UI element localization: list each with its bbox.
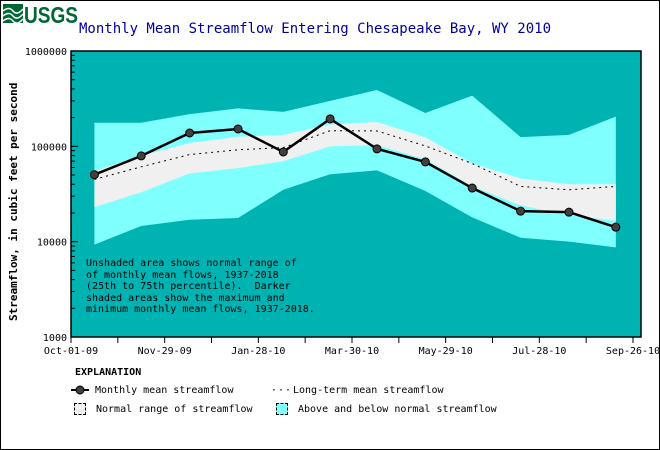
monthly-mean-point: [564, 207, 574, 217]
monthly-mean-point: [611, 222, 621, 232]
dotted-line-icon: ···: [271, 385, 293, 396]
x-tick-label: Oct-01-09: [44, 346, 98, 357]
monthly-mean-point: [185, 128, 195, 138]
monthly-mean-point: [516, 206, 526, 216]
y-tick-label: 1000000: [25, 47, 67, 58]
legend-label: Long-term mean streamflow: [293, 385, 444, 396]
legend-item-normal-range: Normal range of streamflow: [74, 403, 253, 415]
monthly-mean-point: [420, 157, 430, 167]
normal-range-swatch-icon: [74, 403, 86, 415]
annotation: Unshaded area shows normal range of of m…: [86, 258, 315, 315]
chart-title: Monthly Mean Streamflow Entering Chesape…: [79, 21, 552, 37]
x-tick-label: Jan-28-10: [231, 346, 285, 357]
monthly-mean-line: [93, 117, 617, 229]
legend-item-monthly-mean: Monthly mean streamflow: [71, 385, 233, 396]
x-tick-label: Sep-26-10: [606, 346, 659, 357]
line-marker-icon: [71, 385, 89, 395]
monthly-mean-point: [89, 170, 99, 180]
legend-header: EXPLANATION: [75, 367, 142, 378]
y-tick-label: 100000: [31, 142, 67, 153]
legend-label: Monthly mean streamflow: [95, 385, 234, 396]
legend-label: Above and below normal streamflow: [298, 404, 497, 415]
x-tick-label: Mar-30-10: [325, 346, 379, 357]
monthly-mean-point: [233, 124, 243, 134]
monthly-mean-point: [467, 183, 477, 193]
usgs-logo: USGS: [3, 3, 78, 25]
plot-border: [70, 50, 642, 338]
svg-text:USGS: USGS: [24, 3, 78, 25]
long-term-mean-line: [94, 130, 616, 191]
legend-item-above-below: Above and below normal streamflow: [276, 403, 497, 415]
x-tick-label: Jul-28-10: [512, 346, 566, 357]
normal-range-band: [94, 121, 616, 221]
monthly-mean-point: [372, 144, 382, 154]
y-tick-label: 1000: [43, 333, 67, 344]
x-tick-label: May-29-10: [419, 346, 473, 357]
x-tick-label: Nov-29-09: [138, 346, 192, 357]
legend-label: Normal range of streamflow: [96, 404, 253, 415]
above-below-swatch-icon: [276, 403, 288, 415]
y-axis-label: Streamflow, in cubic feet per second: [7, 82, 20, 321]
monthly-mean-point: [325, 114, 335, 124]
monthly-mean-point: [136, 151, 146, 161]
monthly-mean-point: [278, 147, 288, 157]
y-tick-label: 10000: [37, 238, 67, 249]
legend-item-long-term-mean: ···Long-term mean streamflow: [271, 385, 444, 396]
